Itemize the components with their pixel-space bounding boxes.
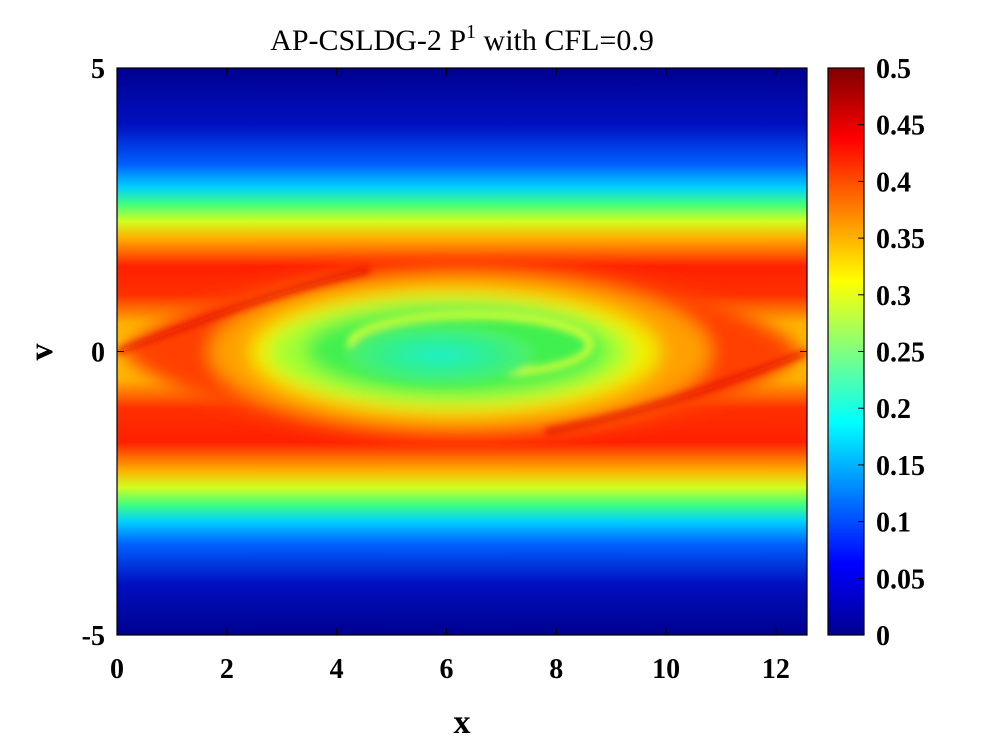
vortex-core — [345, 325, 535, 385]
colorbar-tick-label: 0.45 — [876, 111, 925, 142]
colorbar-tick-label: 0.25 — [876, 338, 925, 369]
y-tick-label: 5 — [91, 54, 105, 85]
x-tick-label: 4 — [330, 654, 344, 685]
colorbar-tick-label: 0.05 — [876, 564, 925, 595]
colorbar-tick-label: 0.35 — [876, 224, 925, 255]
y-axis: -5 0 5 — [82, 54, 807, 652]
chart-title: AP-CSLDG-2 P1 with CFL=0.9 — [270, 21, 654, 57]
colorbar-ticks: 0 0.05 0.1 0.15 0.2 0.25 0.3 0.35 0.4 0.45 0.5 — [858, 54, 925, 652]
filament-left — [117, 267, 371, 355]
x-axis-label: x — [454, 704, 471, 741]
colorbar-tick-label: 0 — [876, 621, 890, 652]
y-tick-label: 0 — [91, 338, 105, 369]
heatmap-area — [117, 68, 807, 635]
colorbar-tick-label: 0.2 — [876, 394, 911, 425]
y-tick-label: -5 — [82, 621, 105, 652]
colorbar-tick-label: 0.1 — [876, 508, 911, 539]
x-tick-label: 10 — [652, 654, 680, 685]
vortex-detail — [117, 267, 807, 435]
x-tick-label: 8 — [549, 654, 563, 685]
x-tick-label: 0 — [110, 654, 124, 685]
y-axis-label: v — [23, 344, 60, 361]
colorbar-tick-label: 0.4 — [876, 167, 911, 198]
x-tick-label: 2 — [220, 654, 234, 685]
colorbar-tick-label: 0.3 — [876, 281, 911, 312]
x-axis: 0 2 4 6 8 10 12 — [110, 68, 790, 685]
colorbar-tick-label: 0.5 — [876, 54, 911, 85]
colorbar-tick-label: 0.15 — [876, 451, 925, 482]
filament-right — [544, 349, 807, 435]
x-tick-label: 12 — [762, 654, 790, 685]
x-tick-label: 6 — [439, 654, 453, 685]
